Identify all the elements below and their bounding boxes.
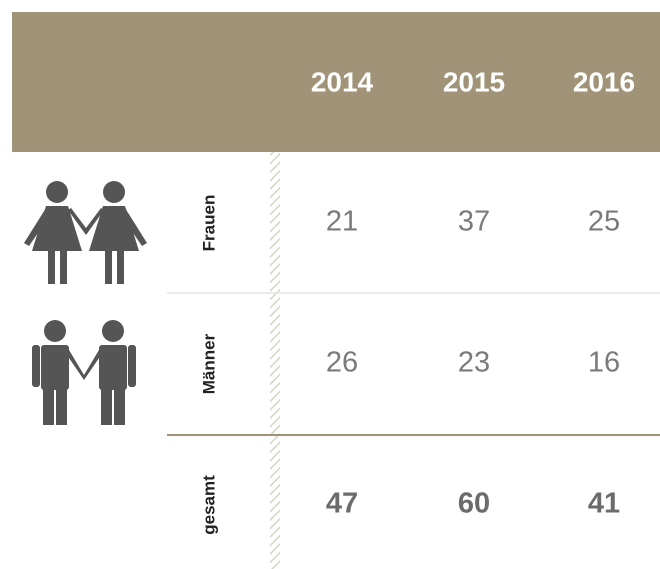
- cell-value: 41: [588, 488, 620, 520]
- cell-value: 16: [588, 347, 620, 379]
- row-label: Männer: [199, 333, 218, 394]
- women-icon: [24, 181, 147, 284]
- cell-value: 25: [588, 206, 620, 238]
- divider: [270, 152, 280, 569]
- cell-value: 21: [326, 206, 358, 238]
- column-header: 2016: [573, 66, 635, 97]
- cell-value: 60: [458, 488, 490, 520]
- cell-value: 26: [326, 347, 358, 379]
- header-band: [12, 12, 660, 152]
- men-icon: [32, 320, 136, 425]
- cell-value: 23: [458, 347, 490, 379]
- row-label: Frauen: [199, 195, 218, 252]
- cell-value: 47: [326, 488, 358, 520]
- cell-value: 37: [458, 206, 490, 238]
- column-header: 2015: [443, 66, 505, 97]
- column-header: 2014: [311, 66, 374, 97]
- row-label: gesamt: [199, 475, 218, 535]
